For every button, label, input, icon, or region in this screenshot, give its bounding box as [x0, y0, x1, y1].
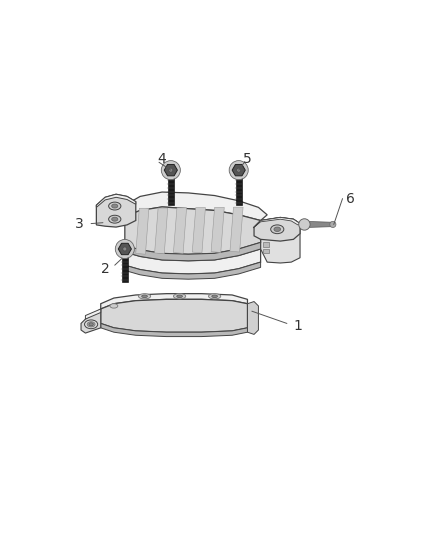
Text: 6: 6	[346, 191, 355, 206]
Polygon shape	[125, 249, 261, 274]
Text: 1: 1	[293, 319, 302, 333]
Ellipse shape	[142, 295, 148, 297]
Text: 3: 3	[74, 216, 83, 231]
Polygon shape	[232, 165, 245, 176]
Polygon shape	[247, 302, 258, 334]
Circle shape	[299, 219, 310, 230]
Polygon shape	[254, 217, 300, 241]
Ellipse shape	[87, 322, 95, 327]
Polygon shape	[230, 207, 243, 252]
Circle shape	[123, 247, 127, 251]
Polygon shape	[101, 324, 247, 336]
Polygon shape	[253, 217, 300, 228]
Ellipse shape	[177, 295, 182, 297]
Ellipse shape	[212, 295, 217, 297]
Ellipse shape	[138, 294, 151, 299]
Circle shape	[169, 168, 173, 172]
Ellipse shape	[109, 215, 121, 223]
Polygon shape	[263, 249, 269, 253]
Polygon shape	[173, 208, 187, 253]
Polygon shape	[125, 243, 261, 261]
Polygon shape	[236, 170, 242, 205]
Polygon shape	[101, 300, 247, 332]
Ellipse shape	[173, 294, 186, 299]
Circle shape	[115, 239, 134, 259]
Polygon shape	[125, 207, 261, 254]
Polygon shape	[101, 294, 247, 309]
Polygon shape	[304, 221, 333, 228]
Polygon shape	[168, 170, 173, 205]
Polygon shape	[155, 208, 168, 254]
Ellipse shape	[89, 323, 93, 326]
Polygon shape	[96, 194, 136, 207]
Text: 4: 4	[158, 152, 166, 166]
Ellipse shape	[208, 294, 221, 299]
Ellipse shape	[271, 225, 284, 233]
Ellipse shape	[110, 304, 118, 308]
Ellipse shape	[85, 320, 98, 329]
Ellipse shape	[109, 202, 121, 210]
Polygon shape	[164, 165, 177, 176]
Polygon shape	[125, 262, 261, 279]
Polygon shape	[122, 249, 128, 282]
Polygon shape	[96, 194, 136, 227]
Circle shape	[330, 221, 336, 228]
Ellipse shape	[112, 217, 118, 221]
Text: 2: 2	[101, 262, 110, 276]
Polygon shape	[136, 208, 149, 254]
Polygon shape	[118, 243, 131, 255]
Ellipse shape	[112, 204, 118, 208]
Polygon shape	[85, 309, 101, 319]
Polygon shape	[263, 243, 269, 247]
Polygon shape	[81, 309, 101, 333]
Ellipse shape	[274, 227, 281, 231]
Polygon shape	[261, 217, 300, 263]
Polygon shape	[211, 207, 224, 253]
Circle shape	[229, 160, 248, 180]
Polygon shape	[125, 192, 267, 221]
Text: 5: 5	[243, 152, 252, 166]
Circle shape	[237, 168, 241, 172]
Circle shape	[161, 160, 180, 180]
Polygon shape	[192, 207, 205, 253]
